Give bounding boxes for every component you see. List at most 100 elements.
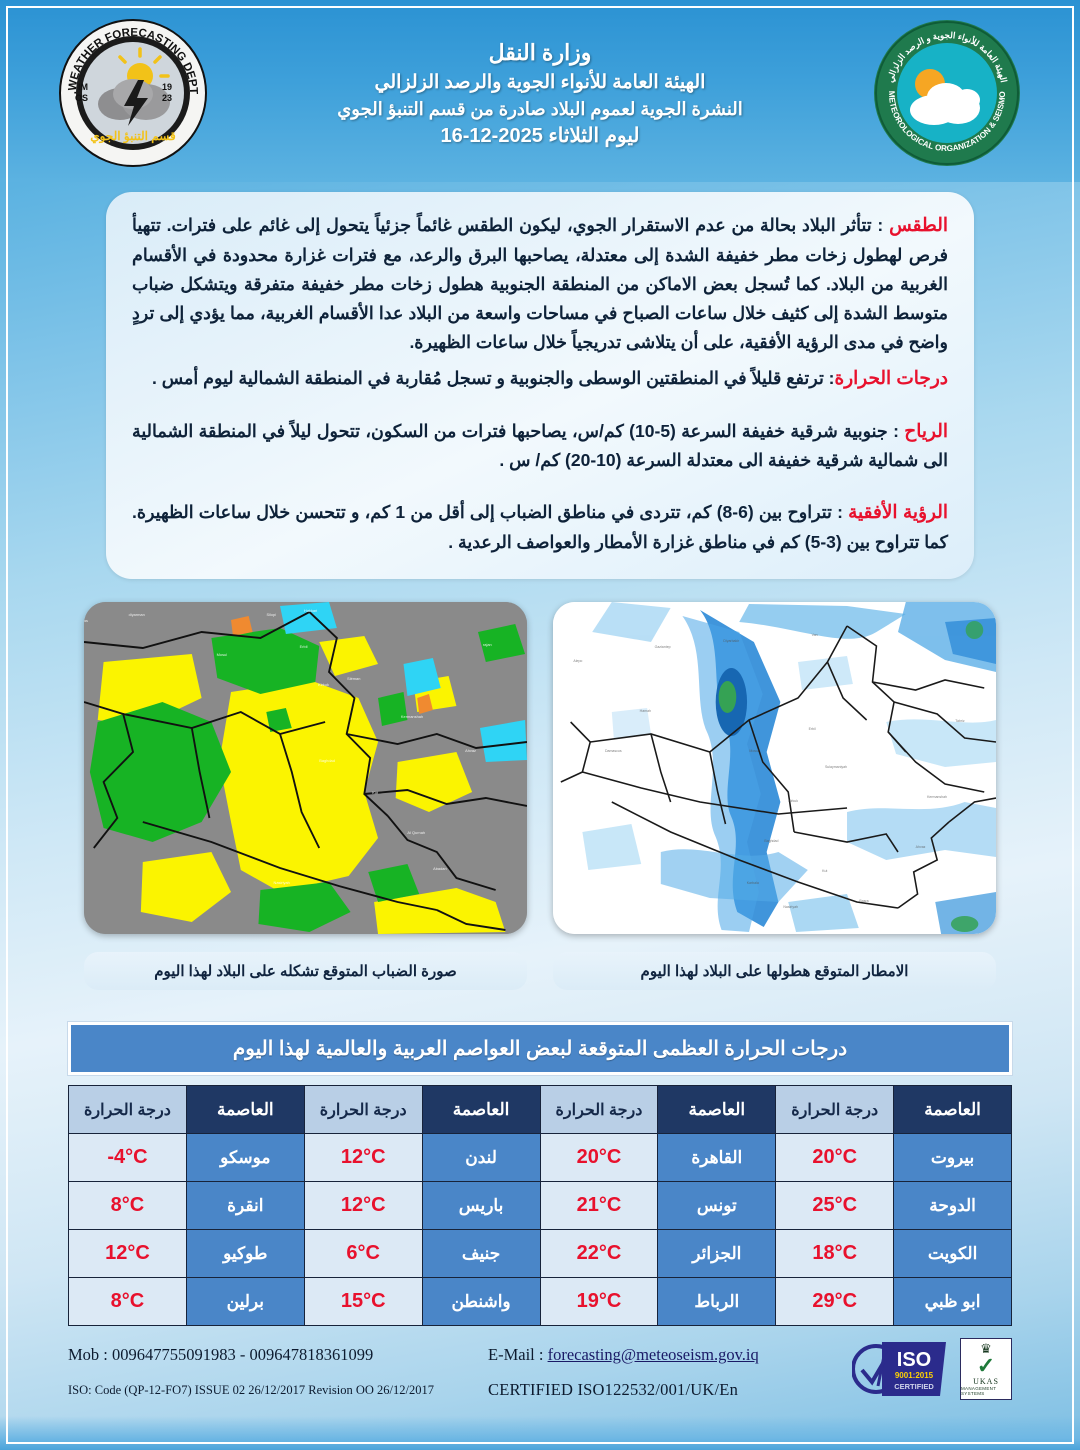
capital-cell: ابو ظبي <box>893 1277 1012 1326</box>
iso-code-text: ISO: Code (QP-12-FO7) ISSUE 02 26/12/201… <box>68 1382 434 1397</box>
iso-badge-title-text: ISO <box>897 1349 931 1371</box>
temperature-block: درجات الحرارة: ترتفع قليلاً في المنطقتين… <box>132 363 948 394</box>
table-row: الكويت 18°C الجزائر 22°C جنيف 6°C طوكيو … <box>68 1229 1012 1278</box>
header-temp-2: درجة الحرارة <box>539 1085 659 1134</box>
day-label: ليوم الثلاثاء <box>548 125 640 148</box>
temp-cell: 20°C <box>539 1133 659 1182</box>
svg-text:Abadan: Abadan <box>433 866 447 871</box>
iso-badge-standard-text: 9001:2015 <box>895 1371 934 1380</box>
page-header: WEATHER FORECASTING DEPT. قسم التنبؤ الج… <box>0 0 1080 182</box>
ministry-title: وزارة النقل <box>488 39 592 65</box>
table-title: درجات الحرارة العظمى المتوقعة لبعض العوا… <box>67 1021 1013 1076</box>
iso-certified-text: CERTIFIED ISO122532/001/UK/En <box>488 1380 739 1399</box>
temp-cell: 15°C <box>303 1277 423 1326</box>
bulletin-date: 16-12-2025 <box>440 125 543 148</box>
capital-cell: انقرة <box>185 1181 305 1230</box>
capital-cell: بيروت <box>893 1133 1012 1182</box>
header-temp-4: درجة الحرارة <box>68 1085 187 1134</box>
temp-cell: 6°C <box>303 1229 423 1278</box>
header-temp-3: درجة الحرارة <box>303 1085 423 1134</box>
capital-cell: برلين <box>185 1277 305 1326</box>
svg-text:Van: Van <box>812 633 818 637</box>
temp-cell: 20°C <box>775 1133 895 1182</box>
expected-rainfall-map: Alepo Gaziantep Diyarbakir Van Hamah Damasc… <box>553 602 996 934</box>
temperature-label: درجات الحرارة <box>834 366 949 388</box>
temp-cell: 18°C <box>775 1229 895 1278</box>
capital-cell: الرباط <box>657 1277 777 1326</box>
iraqi-meteorological-organization-seal-icon: IRAQ METEOROLOGICAL ORGANIZATION & SEISM… <box>872 18 1020 166</box>
svg-text:Kirkuk: Kirkuk <box>788 799 798 803</box>
svg-text:Baghdad: Baghdad <box>764 839 778 843</box>
svg-text:Nasiriyah: Nasiriyah <box>274 880 290 885</box>
certification-badges: ISO 9001:2015 CERTIFIED ♛ ✓ UKAS MANAGEM… <box>852 1338 1012 1400</box>
temp-cell: 12°C <box>303 1181 423 1230</box>
capital-cell: القاهرة <box>657 1133 777 1182</box>
svg-text:23: 23 <box>162 93 172 103</box>
email-address[interactable]: forecasting@meteoseism.gov.iq <box>547 1345 759 1364</box>
email-label: E-Mail : <box>488 1345 548 1364</box>
header-capital-4: العاصمة <box>185 1085 305 1134</box>
ukas-accreditation-badge-icon: ♛ ✓ UKAS MANAGEMENT SYSTEMS <box>960 1338 1012 1400</box>
capital-cell: جنيف <box>421 1229 541 1278</box>
svg-text:Erbil: Erbil <box>809 727 816 731</box>
svg-text:Alepo: Alepo <box>573 659 582 663</box>
crown-icon: ♛ <box>980 1341 992 1356</box>
svg-text:Mosul: Mosul <box>217 652 228 657</box>
check-icon: ✓ <box>976 1353 996 1378</box>
temp-cell: 19°C <box>539 1277 659 1326</box>
header-capital-3: العاصمة <box>421 1085 541 1134</box>
temp-cell: 12°C <box>303 1133 423 1182</box>
svg-text:rajan: rajan <box>483 642 492 647</box>
capital-cell: موسكو <box>185 1133 305 1182</box>
svg-text:Baghdad: Baghdad <box>319 758 335 763</box>
bulletin-title: النشرة الجوية لعموم البلاد صادرة من قسم … <box>337 99 743 120</box>
fog-map-caption: صورة الضباب المتوقع تشكله على البلاد لهذ… <box>84 952 527 990</box>
svg-text:Kut: Kut <box>822 869 827 873</box>
block-spacer-1 <box>132 400 948 416</box>
weather-paragraph: الطقس : تتأثر البلاد بحالة من عدم الاستق… <box>132 210 948 357</box>
svg-text:19: 19 <box>162 82 172 92</box>
svg-text:قسم التنبؤ الجوي: قسم التنبؤ الجوي <box>90 129 176 144</box>
temp-cell: 22°C <box>539 1229 659 1278</box>
capital-cell: باريس <box>421 1181 541 1230</box>
header-temp-1: درجة الحرارة <box>775 1085 895 1134</box>
svg-text:Gaziantep: Gaziantep <box>655 645 671 649</box>
svg-text:Kut: Kut <box>372 790 379 795</box>
footer-contact-line: Mob : 009647755091983 - 009647818361099 … <box>68 1336 1012 1374</box>
visibility-paragraph: الرؤية الأفقية : تتراوح بين (6-8) كم، تت… <box>132 497 948 557</box>
temp-cell: 29°C <box>775 1277 895 1326</box>
table-body: بيروت 20°C القاهرة 20°C لندن 12°C موسكو … <box>68 1133 1012 1326</box>
svg-text:anas: anas <box>84 618 88 623</box>
authority-title: الهيئة العامة للأنواء الجوية والرصد الزل… <box>374 71 706 93</box>
capital-cell: تونس <box>657 1181 777 1230</box>
capital-cell: لندن <box>421 1133 541 1182</box>
capital-cell: الكويت <box>893 1229 1012 1278</box>
svg-text:Diyarbakir: Diyarbakir <box>723 639 740 643</box>
capital-cell: واشنطن <box>421 1277 541 1326</box>
temperature-paragraph: درجات الحرارة: ترتفع قليلاً في المنطقتين… <box>132 363 948 394</box>
svg-text:Hamah: Hamah <box>640 709 651 713</box>
table-header-row: العاصمة درجة الحرارة العاصمة درجة الحرار… <box>68 1085 1012 1134</box>
temp-cell: 8°C <box>68 1277 187 1326</box>
weather-body: : تتأثر البلاد بحالة من عدم الاستقرار ال… <box>132 215 948 352</box>
page-footer: Mob : 009647755091983 - 009647818361099 … <box>68 1336 1012 1414</box>
ukas-title-text: UKAS <box>973 1377 999 1386</box>
wind-paragraph: الرياح : جنوبية شرقية خفيفة السرعة (5-10… <box>132 416 948 476</box>
temperature-body: : ترتفع قليلاً في المنطقتين الوسطى والجن… <box>152 367 835 388</box>
header-capital-1: العاصمة <box>893 1085 1012 1134</box>
weather-label: الطقس <box>889 214 948 235</box>
svg-text:Sléman: Sléman <box>347 676 360 681</box>
block-spacer-2 <box>132 481 948 497</box>
email-block: E-Mail : forecasting@meteoseism.gov.iq <box>488 1345 759 1365</box>
iso-badge-sub-text: CERTIFIED <box>894 1382 934 1391</box>
weather-forecasting-dept-seal-icon: WEATHER FORECASTING DEPT. قسم التنبؤ الج… <box>59 19 207 167</box>
svg-text:Al Qurnah: Al Qurnah <box>407 830 425 835</box>
svg-text:diyarman: diyarman <box>129 612 145 617</box>
wind-block: الرياح : جنوبية شرقية خفيفة السرعة (5-10… <box>132 416 948 476</box>
table-row: الدوحة 25°C تونس 21°C باريس 12°C انقرة 8… <box>68 1181 1012 1230</box>
svg-text:Kermanshah: Kermanshah <box>927 795 947 799</box>
header-capital-2: العاصمة <box>657 1085 777 1134</box>
header-title-block: وزارة النقل الهيئة العامة للأنواء الجوية… <box>337 31 743 152</box>
wind-body: : جنوبية شرقية خفيفة السرعة (5-10) كم/س،… <box>132 420 948 471</box>
footer-iso-line: ISO: Code (QP-12-FO7) ISSUE 02 26/12/201… <box>68 1374 1012 1406</box>
